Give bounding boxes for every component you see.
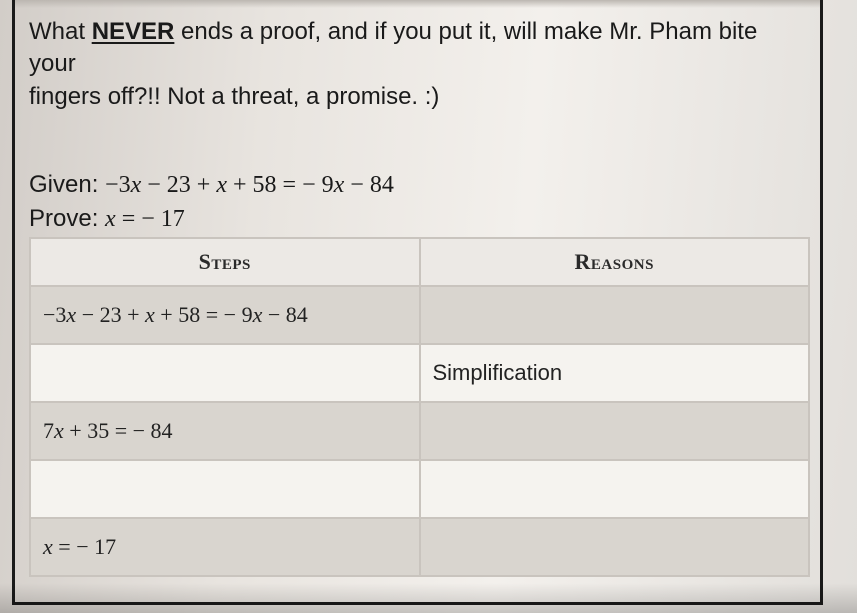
proof-table: Steps Reasons −3x − 23 + x + 58 = − 9x −… <box>29 237 810 577</box>
header-reasons: Reasons <box>420 238 810 286</box>
worksheet-page: What NEVER ends a proof, and if you put … <box>0 0 857 613</box>
header-steps: Steps <box>30 238 420 286</box>
given-line: Given: −3x − 23 + x + 58 = − 9x − 84 <box>29 171 810 199</box>
never-emphasis: NEVER <box>92 18 175 45</box>
reason-cell <box>420 286 810 344</box>
question-line2: fingers off?!! Not a threat, a promise. … <box>29 83 439 110</box>
question-text: What NEVER ends a proof, and if you put … <box>29 16 810 113</box>
reason-cell <box>420 460 810 518</box>
content-frame: What NEVER ends a proof, and if you put … <box>12 0 823 605</box>
table-row: x = − 17 <box>30 518 809 576</box>
step-cell: x = − 17 <box>30 518 420 576</box>
table-row: −3x − 23 + x + 58 = − 9x − 84 <box>30 286 809 344</box>
step-cell: −3x − 23 + x + 58 = − 9x − 84 <box>30 286 420 344</box>
reason-cell <box>420 402 810 460</box>
step-cell <box>30 344 420 402</box>
prove-expression: x = − 17 <box>105 206 185 232</box>
given-expression: −3x − 23 + x + 58 = − 9x − 84 <box>105 172 394 198</box>
table-row <box>30 460 809 518</box>
step-cell: 7x + 35 = − 84 <box>30 402 420 460</box>
step-cell <box>30 460 420 518</box>
table-row: 7x + 35 = − 84 <box>30 402 809 460</box>
reason-cell <box>420 518 810 576</box>
reason-cell: Simplification <box>420 344 810 402</box>
prove-label: Prove: <box>29 205 105 232</box>
given-label: Given: <box>29 171 105 198</box>
table-body: −3x − 23 + x + 58 = − 9x − 84 Simplifica… <box>30 286 809 576</box>
table-row: Simplification <box>30 344 809 402</box>
prove-line: Prove: x = − 17 <box>29 205 810 233</box>
question-line1-pre: What <box>29 18 92 45</box>
table-header-row: Steps Reasons <box>30 238 809 286</box>
